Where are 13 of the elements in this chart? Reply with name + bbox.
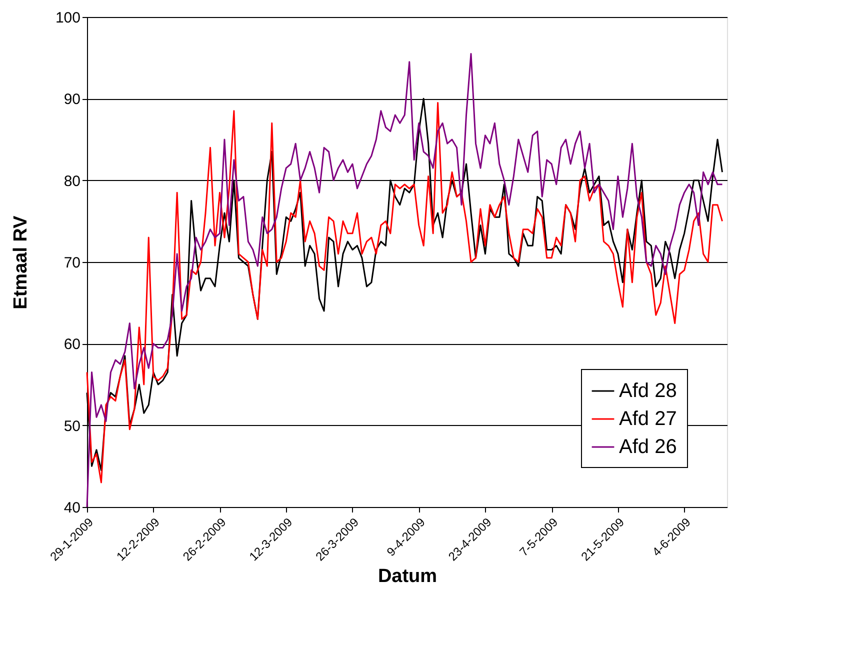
y-tick-label: 40 xyxy=(64,500,80,516)
legend-label: Afd 27 xyxy=(619,408,677,430)
y-tick-label: 80 xyxy=(64,172,80,190)
y-tick-label: 70 xyxy=(64,254,80,272)
line-series xyxy=(86,53,724,508)
y-axis-title: Etmaal RV xyxy=(10,215,32,310)
y-tick-label: 90 xyxy=(64,91,80,108)
x-axis-title: Datum xyxy=(378,566,438,587)
legend-label: Afd 28 xyxy=(619,380,677,402)
legend-label: Afd 26 xyxy=(619,436,677,458)
y-tick-label: 100 xyxy=(55,10,80,26)
y-tick-label: 50 xyxy=(64,418,80,435)
y-tick-label: 60 xyxy=(64,336,80,354)
